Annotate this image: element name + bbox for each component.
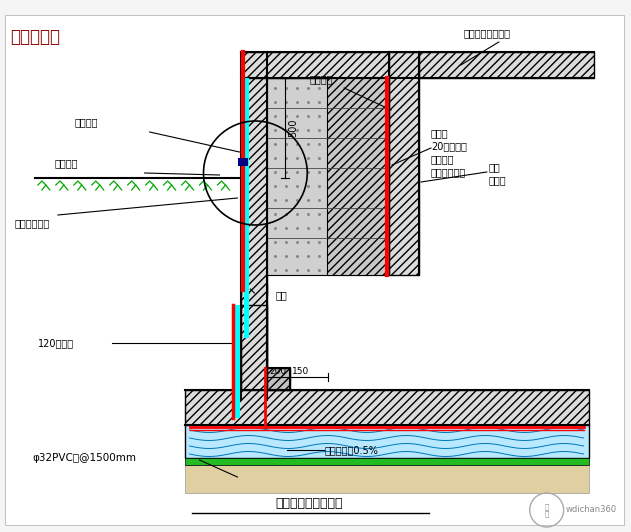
Text: 200: 200 xyxy=(269,367,286,376)
Text: 防水沙浆填缝: 防水沙浆填缝 xyxy=(15,218,50,228)
Text: 500: 500 xyxy=(288,119,298,137)
Text: 外粘布面: 外粘布面 xyxy=(431,154,454,164)
Text: 地下室外墙防水做法: 地下室外墙防水做法 xyxy=(276,497,343,510)
Bar xyxy=(184,425,589,458)
Text: 钢丝网: 钢丝网 xyxy=(431,128,449,138)
Bar xyxy=(184,465,589,493)
Text: 石米: 石米 xyxy=(489,162,500,172)
Text: φ32PVC管@1500mm: φ32PVC管@1500mm xyxy=(32,453,136,463)
Text: 20厚抹灰层: 20厚抹灰层 xyxy=(431,141,467,151)
Bar xyxy=(184,458,589,465)
Text: 排水坡度为0.5%: 排水坡度为0.5% xyxy=(324,445,378,455)
Bar xyxy=(244,78,249,338)
Text: 节点大样图: 节点大样图 xyxy=(10,28,60,46)
Bar xyxy=(235,305,240,418)
Text: 结构施工中分离缝: 结构施工中分离缝 xyxy=(464,28,511,38)
Bar xyxy=(268,368,290,390)
Bar xyxy=(389,52,419,275)
Bar xyxy=(242,52,419,78)
Text: wdichan360: wdichan360 xyxy=(565,505,616,514)
Bar xyxy=(184,390,589,425)
Bar xyxy=(239,158,249,166)
Text: 150: 150 xyxy=(292,367,310,376)
Text: 密封沙浆: 密封沙浆 xyxy=(309,74,333,84)
Bar xyxy=(242,52,268,400)
Bar xyxy=(327,78,389,275)
Text: 室外地坪: 室外地坪 xyxy=(55,158,78,168)
Bar xyxy=(268,78,389,275)
Text: 120砖砌墙: 120砖砌墙 xyxy=(38,338,74,348)
Text: 防水沙浆填缝: 防水沙浆填缝 xyxy=(431,167,466,177)
Text: 微
信: 微 信 xyxy=(545,503,549,517)
Text: 空心地砖: 空心地砖 xyxy=(75,117,98,127)
Bar xyxy=(419,52,594,78)
Text: 内侧: 内侧 xyxy=(275,290,287,300)
Bar xyxy=(242,305,268,390)
Text: 防水层: 防水层 xyxy=(489,175,507,185)
